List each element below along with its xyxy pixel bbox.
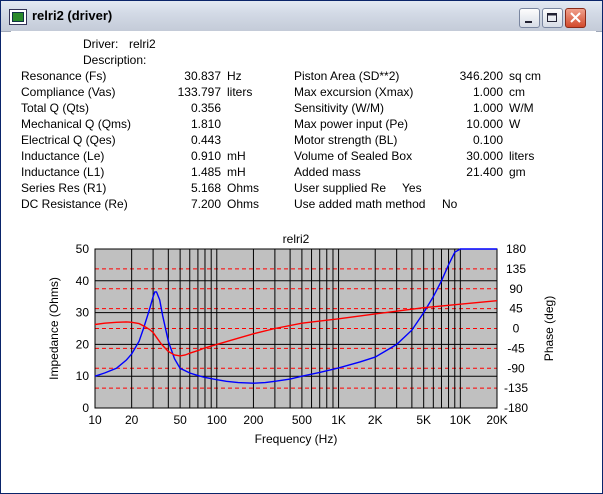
x-tick-label: 50	[173, 413, 187, 427]
y-tick-label: 20	[76, 337, 90, 351]
driver-value: relri2	[129, 37, 156, 51]
y2-tick-label: 45	[509, 302, 523, 316]
param-unit: Ohms	[227, 197, 260, 211]
param-value: 0.443	[190, 133, 221, 147]
param-label: Series Res (R1)	[21, 181, 107, 195]
param-value: 21.400	[466, 165, 503, 179]
param-value: 1.000	[472, 101, 503, 115]
param-value: 10.000	[466, 117, 503, 131]
param-value: 1.810	[190, 117, 221, 131]
chart-title: relri2	[283, 232, 310, 246]
plot-area	[95, 249, 497, 408]
y-axis-label: Impedance (Ohms)	[47, 277, 61, 380]
param-value: 5.168	[190, 181, 221, 195]
param-label: Max power input (Pe)	[294, 117, 409, 131]
y-tick-label: 10	[76, 369, 90, 383]
y2-tick-label: 180	[506, 242, 526, 256]
param-label: Inductance (Le)	[21, 149, 105, 163]
param-label: Volume of Sealed Box	[294, 149, 413, 163]
x-tick-label: 20	[125, 413, 139, 427]
param-value: 0.100	[472, 133, 503, 147]
param-unit: mH	[227, 149, 246, 163]
param-unit: cm	[509, 85, 525, 99]
y-tick-label: 40	[76, 274, 90, 288]
window-title: relri2 (driver)	[32, 8, 113, 23]
param-value: 0.356	[190, 101, 221, 115]
param-unit: Hz	[227, 69, 242, 83]
x-tick-label: 20K	[486, 413, 507, 427]
param-unit: Ohms	[227, 181, 260, 195]
param-value: 30.000	[466, 149, 503, 163]
param-label: User supplied Re	[294, 181, 387, 195]
y2-tick-label: 135	[506, 262, 526, 276]
param-label: Sensitivity (W/M)	[294, 101, 384, 115]
param-label: Resonance (Fs)	[21, 69, 107, 83]
param-unit: sq cm	[509, 69, 542, 83]
param-label: DC Resistance (Re)	[21, 197, 128, 211]
app-icon[interactable]	[9, 9, 27, 25]
description-label: Description:	[83, 53, 147, 67]
param-label: Piston Area (SD**2)	[294, 69, 400, 83]
x-tick-label: 2K	[368, 413, 383, 427]
param-label: Motor strength (BL)	[294, 133, 398, 147]
x-tick-label: 100	[207, 413, 227, 427]
x-tick-label: 500	[292, 413, 312, 427]
x-tick-label: 10	[88, 413, 102, 427]
y-tick-label: 30	[76, 306, 90, 320]
param-value: 1.485	[190, 165, 221, 179]
y2-tick-label: -45	[507, 341, 525, 355]
y2-tick-label: -180	[504, 401, 528, 415]
param-label: Inductance (L1)	[21, 165, 105, 179]
minimize-button[interactable]	[519, 8, 540, 28]
y2-tick-label: 0	[513, 322, 520, 336]
maximize-icon	[547, 13, 557, 22]
y-tick-label: 0	[82, 401, 89, 415]
param-unit: gm	[509, 165, 526, 179]
x-tick-label: 1K	[331, 413, 346, 427]
param-value: 0.910	[190, 149, 221, 163]
minimize-icon	[525, 21, 532, 23]
param-value: 7.200	[190, 197, 221, 211]
param-label: Use added math method	[294, 197, 426, 211]
driver-label: Driver:	[83, 37, 119, 51]
y2-tick-label: -90	[507, 361, 525, 375]
param-label: Mechanical Q (Qms)	[21, 117, 132, 131]
param-label: Max excursion (Xmax)	[294, 85, 414, 99]
param-label: Electrical Q (Qes)	[21, 133, 116, 147]
param-value: No	[442, 197, 458, 211]
y2-axis-label: Phase (deg)	[542, 296, 556, 361]
param-value: 30.837	[184, 69, 221, 83]
close-button[interactable]	[565, 8, 586, 28]
y-tick-label: 50	[76, 242, 90, 256]
param-unit: liters	[227, 85, 253, 99]
close-icon	[570, 12, 581, 23]
param-label: Total Q (Qts)	[21, 101, 90, 115]
y2-tick-label: 90	[509, 282, 523, 296]
x-tick-label: 200	[243, 413, 263, 427]
param-value: Yes	[402, 181, 422, 195]
param-unit: W/M	[509, 101, 534, 115]
maximize-button[interactable]	[542, 8, 563, 28]
param-unit: mH	[227, 165, 246, 179]
x-tick-label: 5K	[416, 413, 431, 427]
param-unit: liters	[509, 149, 535, 163]
param-label: Compliance (Vas)	[21, 85, 116, 99]
phase-curve	[94, 300, 498, 357]
x-axis-label: Frequency (Hz)	[255, 432, 338, 446]
param-value: 1.000	[472, 85, 503, 99]
title-bar[interactable]: relri2 (driver)	[1, 1, 602, 32]
param-value: 133.797	[177, 85, 221, 99]
x-tick-label: 10K	[450, 413, 471, 427]
param-value: 346.200	[459, 69, 503, 83]
param-unit: W	[509, 117, 521, 131]
param-label: Added mass	[294, 165, 361, 179]
y2-tick-label: -135	[504, 381, 528, 395]
plot-border	[94, 248, 498, 409]
